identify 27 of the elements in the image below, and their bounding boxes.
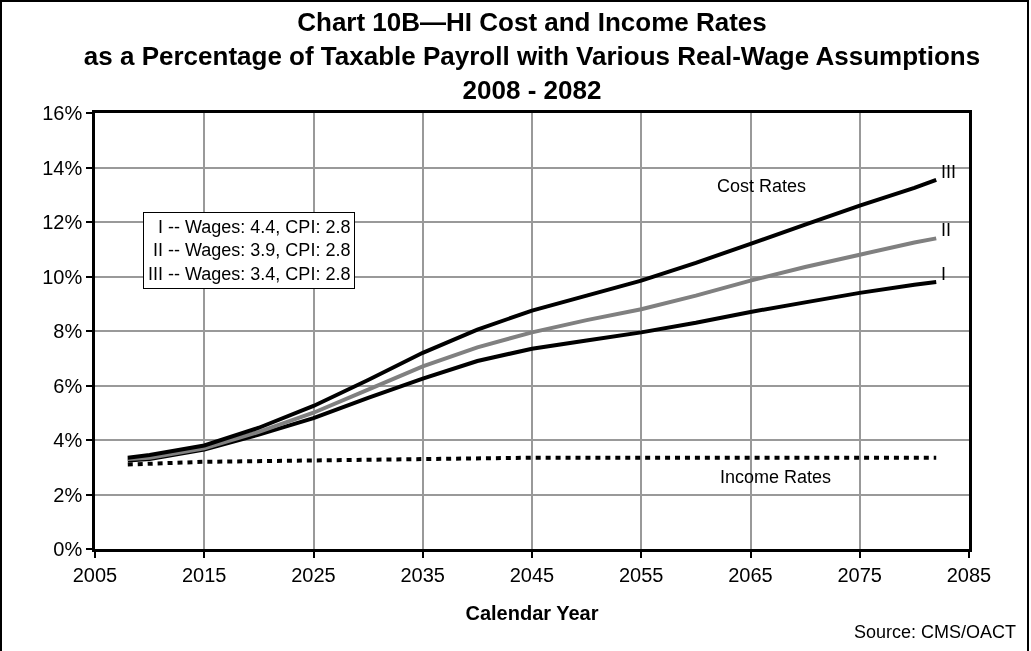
annotation: I -- Wages: 4.4, CPI: 2.8 II -- Wages: 3.9, CPI: 2.8 III -- Wages: 3.4, CPI: 2.8 [148, 217, 351, 284]
x-axis-title: Calendar Year [465, 602, 599, 625]
y-tick-label: 2% [53, 483, 83, 506]
x-tick-label: 2015 [182, 563, 227, 586]
series-label: III [941, 162, 957, 182]
x-tick-label: 2035 [400, 563, 445, 586]
x-tick-label: 2065 [728, 563, 773, 586]
x-tick-label: 2055 [619, 563, 664, 586]
y-tick-label: 16% [42, 102, 83, 124]
x-tick-label: 2045 [509, 563, 555, 586]
annotation: Income Rates [720, 467, 832, 487]
y-tick-label: 14% [42, 156, 83, 179]
x-tick-label: 2085 [946, 563, 992, 586]
x-tick-label: 2005 [72, 563, 118, 586]
x-tick-label: 2025 [291, 563, 336, 586]
y-tick-label: 12% [42, 211, 83, 233]
y-tick-label: 8% [53, 320, 83, 342]
y-tick-label: 0% [53, 538, 83, 560]
y-tick-label: 4% [53, 429, 83, 451]
series-label: I [941, 264, 947, 284]
y-tick-label: 10% [42, 265, 83, 288]
y-tick-label: 6% [53, 374, 83, 397]
annotation: Cost Rates [717, 176, 807, 196]
source-note: Source: CMS/OACT [854, 622, 1017, 642]
x-tick-label: 2075 [837, 563, 882, 586]
chart-title: Chart 10B—HI Cost and Income Rates as a Percentage of Taxable Payroll with Various Real-Wage Assumptions 2008 - 2082 [83, 7, 981, 105]
series-label: II [941, 220, 952, 240]
